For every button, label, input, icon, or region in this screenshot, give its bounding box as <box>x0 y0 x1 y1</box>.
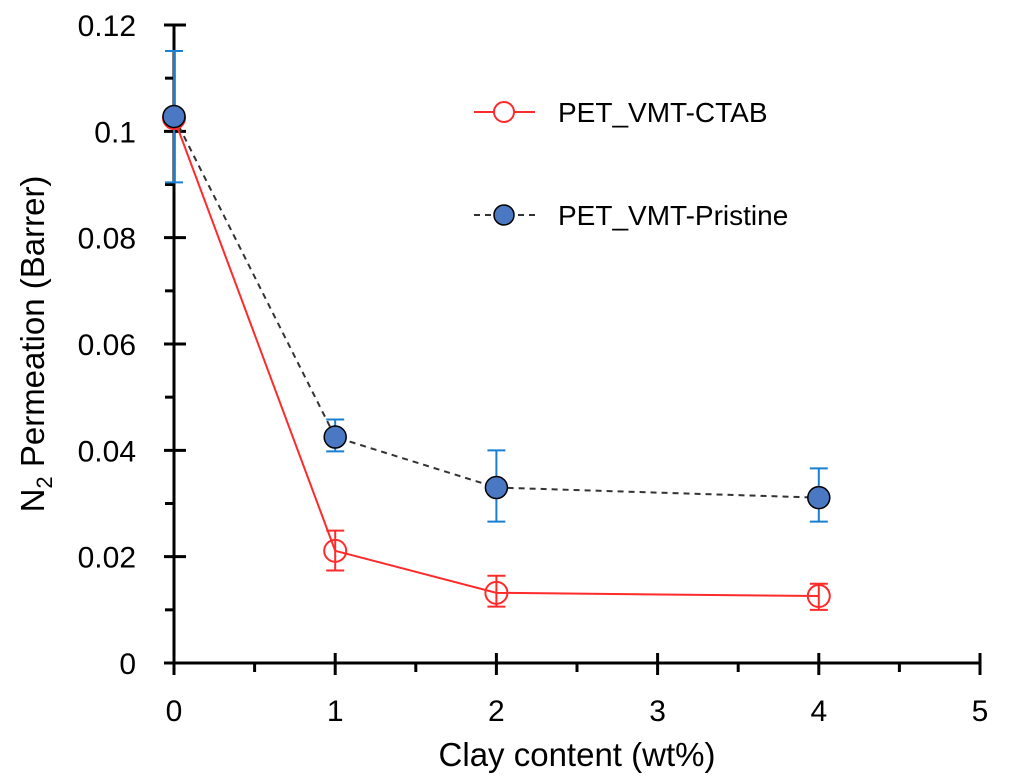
pristine-point <box>807 485 831 510</box>
y-tick-label: 0.02 <box>78 542 136 575</box>
y-tick-labels: 0 0.02 0.04 0.06 0.08 0.1 0.12 <box>78 10 136 681</box>
ctab-error-bar <box>326 529 345 572</box>
y-tick-label: 0.06 <box>78 329 136 362</box>
x-axis-title: Clay content (wt%) <box>439 736 716 773</box>
legend-marker-ctab <box>493 101 515 123</box>
legend-marker-pristine <box>493 204 515 226</box>
x-tick-label: 3 <box>649 695 666 728</box>
pristine-point <box>323 425 347 449</box>
ctab-point <box>323 538 348 563</box>
legend-item-ctab: PET_VMT-CTAB <box>474 97 768 128</box>
x-tick-label: 0 <box>166 695 183 728</box>
y-tick-label: 0.04 <box>78 435 136 468</box>
ctab-point <box>806 584 831 609</box>
ctab-point <box>484 580 509 605</box>
x-tick-label: 1 <box>327 695 344 728</box>
x-tick-label: 4 <box>810 695 827 728</box>
y-axis-title-sub: 2 <box>32 476 57 488</box>
legend-label-ctab: PET_VMT-CTAB <box>558 97 768 128</box>
y-axis-title-rest: Permeation (Barrer) <box>14 176 51 477</box>
y-axis-title: N2 Permeation (Barrer) <box>14 176 57 513</box>
legend-item-pristine: PET_VMT-Pristine <box>474 200 788 231</box>
x-tick-label: 2 <box>488 695 505 728</box>
y-tick-label: 0.12 <box>78 10 136 43</box>
x-tick-label: 5 <box>972 695 989 728</box>
x-tick-labels: 0 1 2 3 4 5 <box>166 695 989 728</box>
y-tick-label: 0 <box>119 648 136 681</box>
legend-label-pristine: PET_VMT-Pristine <box>558 200 788 231</box>
pristine-point <box>484 475 509 500</box>
ctab-error-bar <box>809 582 828 611</box>
y-axis-title-main: N <box>14 489 51 513</box>
pristine-line <box>173 115 819 499</box>
tick-marks <box>164 23 982 675</box>
y-tick-label: 0.08 <box>78 223 136 256</box>
series-layer <box>162 50 831 611</box>
ctab-line <box>173 117 819 598</box>
legend: PET_VMT-CTAB PET_VMT-Pristine <box>474 97 788 231</box>
pristine-point <box>162 104 186 129</box>
y-tick-label: 0.1 <box>94 116 136 149</box>
